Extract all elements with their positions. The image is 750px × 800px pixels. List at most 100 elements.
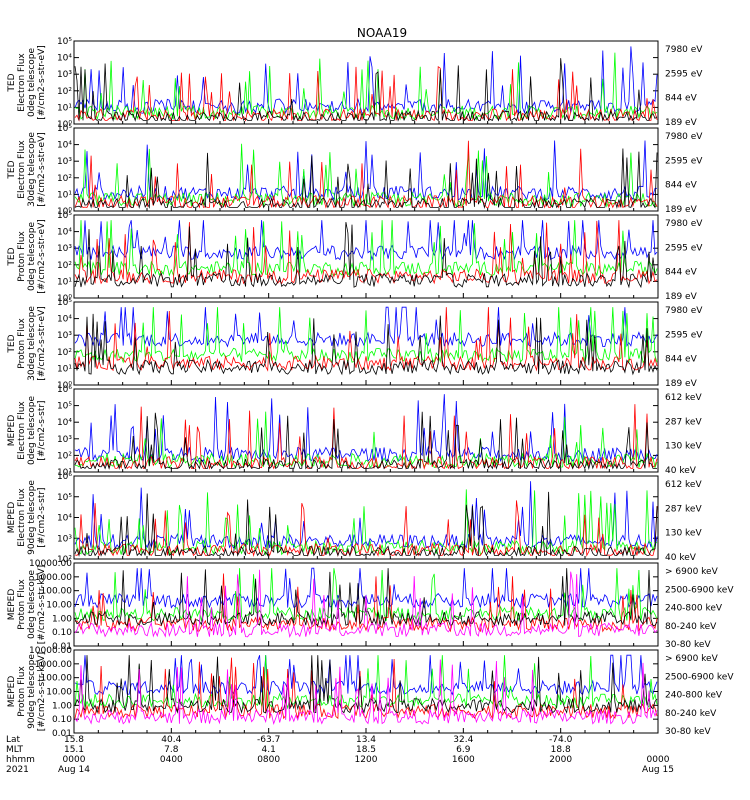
y-axis-label: TED bbox=[7, 334, 17, 353]
y-tick-label: 10⁰ bbox=[57, 381, 72, 391]
x-row-label: 2021 bbox=[6, 765, 29, 775]
series-trace bbox=[74, 58, 658, 122]
y-tick-label: 1.00 bbox=[52, 614, 72, 624]
legend-entry: 240-800 keV bbox=[665, 691, 723, 701]
legend-entry: 7980 eV bbox=[665, 219, 703, 229]
y-axis-label: TED bbox=[7, 73, 17, 92]
series-trace bbox=[74, 489, 658, 556]
y-tick-label: 10⁴ bbox=[57, 141, 72, 151]
y-tick-label: 10¹ bbox=[57, 190, 72, 200]
y-axis-label: 0deg telescope bbox=[27, 396, 37, 466]
y-tick-label: 10³ bbox=[57, 70, 72, 80]
legend-entry: > 6900 keV bbox=[665, 567, 719, 577]
x-tick-label: Aug 14 bbox=[58, 765, 90, 775]
y-axis-label: 0deg telescope bbox=[27, 570, 37, 640]
y-tick-label: 10¹ bbox=[57, 364, 72, 374]
y-tick-label: 10² bbox=[57, 87, 72, 97]
series-trace bbox=[74, 568, 658, 627]
series-trace bbox=[74, 307, 658, 364]
x-tick-label: 0800 bbox=[257, 755, 280, 765]
x-tick-label: 15.1 bbox=[64, 745, 84, 755]
y-tick-label: 100.00 bbox=[41, 587, 73, 597]
legend-entry: 130 keV bbox=[665, 442, 702, 452]
y-tick-label: 10⁴ bbox=[57, 228, 72, 238]
chart-title: NOAA19 bbox=[357, 26, 407, 40]
series-trace bbox=[74, 313, 658, 376]
y-tick-label: 10³ bbox=[57, 331, 72, 341]
legend-entry: 40 keV bbox=[665, 553, 697, 563]
x-tick-label: 2000 bbox=[549, 755, 572, 765]
y-tick-label: 0.01 bbox=[52, 642, 72, 652]
series-trace bbox=[74, 52, 658, 121]
y-tick-label: 10⁰ bbox=[57, 120, 72, 130]
y-tick-label: 0.10 bbox=[52, 715, 72, 725]
legend-entry: 80-240 keV bbox=[665, 709, 717, 719]
legend-entry: 189 eV bbox=[665, 118, 698, 128]
x-tick-label: 32.4 bbox=[453, 735, 473, 745]
y-axis-label: TED bbox=[7, 247, 17, 266]
x-row-label: MLT bbox=[6, 745, 24, 755]
legend-entry: 844 eV bbox=[665, 268, 698, 278]
y-tick-label: 10² bbox=[57, 555, 72, 565]
legend-entry: 189 eV bbox=[665, 379, 698, 389]
y-axis-label: [#/cm2-s-str] bbox=[37, 400, 47, 460]
series-trace bbox=[74, 65, 658, 122]
series-trace bbox=[74, 500, 658, 557]
y-tick-label: 10³ bbox=[57, 534, 72, 544]
y-axis-label: Proton Flux bbox=[17, 579, 27, 630]
y-tick-label: 1000.00 bbox=[35, 660, 72, 670]
y-axis-label: MEPED bbox=[7, 676, 17, 708]
y-axis-label: Proton Flux bbox=[17, 231, 27, 282]
legend-entry: 189 eV bbox=[665, 292, 698, 302]
legend-entry: 844 eV bbox=[665, 94, 698, 104]
y-tick-label: 0.01 bbox=[52, 729, 72, 739]
y-axis-label: Electron Flux bbox=[17, 488, 27, 547]
x-tick-label: 1200 bbox=[355, 755, 378, 765]
y-tick-label: 10⁶ bbox=[57, 385, 72, 395]
series-trace bbox=[74, 394, 658, 463]
y-tick-label: 10⁴ bbox=[57, 514, 72, 524]
legend-entry: 80-240 keV bbox=[665, 622, 717, 632]
legend-entry: 240-800 keV bbox=[665, 604, 723, 614]
y-tick-label: 10³ bbox=[57, 244, 72, 254]
y-tick-label: 1.00 bbox=[52, 701, 72, 711]
legend-entry: 2595 eV bbox=[665, 330, 703, 340]
x-tick-label: 18.8 bbox=[551, 745, 571, 755]
y-axis-label: 90deg telescope bbox=[27, 480, 37, 555]
y-axis-label: [#/cm2-s-str-keV] bbox=[37, 652, 47, 731]
y-axis-label: MEPED bbox=[7, 589, 17, 621]
x-tick-label: -63.7 bbox=[257, 735, 280, 745]
legend-entry: 2595 eV bbox=[665, 243, 703, 253]
x-tick-label: 15.8 bbox=[64, 735, 84, 745]
series-trace bbox=[75, 411, 658, 470]
series-trace bbox=[74, 148, 658, 209]
legend-entry: 844 eV bbox=[665, 355, 698, 365]
series-trace bbox=[74, 411, 657, 470]
legend-entry: > 6900 keV bbox=[665, 654, 719, 664]
y-axis-label: [#/cm2-s-str-keV] bbox=[37, 565, 47, 644]
legend-entry: 40 keV bbox=[665, 466, 697, 476]
series-trace bbox=[74, 220, 658, 285]
y-tick-label: 10000.00 bbox=[29, 559, 72, 569]
y-tick-label: 10² bbox=[57, 451, 72, 461]
y-tick-label: 10¹ bbox=[57, 277, 72, 287]
panel-4: 10⁰ 10¹ 10² 10³ 10⁴ 10⁵ TED Proton Flux 30deg te… bbox=[7, 298, 703, 391]
x-tick-label: 0400 bbox=[160, 755, 183, 765]
y-axis-label: 90deg telescope bbox=[27, 654, 37, 729]
legend-entry: 7980 eV bbox=[665, 45, 703, 55]
y-tick-label: 10.00 bbox=[46, 601, 72, 611]
y-axis-label: Electron Flux bbox=[17, 140, 27, 199]
y-tick-label: 10⁵ bbox=[57, 298, 72, 308]
y-axis-label: 0deg telescope bbox=[27, 48, 37, 118]
panel-7: 0.01 0.10 1.00 10.00 100.00 1000.00 10000.00 ME… bbox=[7, 559, 734, 652]
y-tick-label: 10⁰ bbox=[57, 207, 72, 217]
panel-8: 0.01 0.10 1.00 10.00 100.00 1000.00 10000.00 ME… bbox=[7, 646, 734, 739]
legend-entry: 612 keV bbox=[665, 393, 702, 403]
y-axis-label: Proton Flux bbox=[17, 318, 27, 369]
x-tick-label: 1600 bbox=[452, 755, 475, 765]
y-axis-label: 30deg telescope bbox=[27, 132, 37, 207]
y-tick-label: 10.00 bbox=[46, 688, 72, 698]
y-tick-label: 10⁵ bbox=[57, 493, 72, 503]
series-trace bbox=[74, 569, 658, 639]
